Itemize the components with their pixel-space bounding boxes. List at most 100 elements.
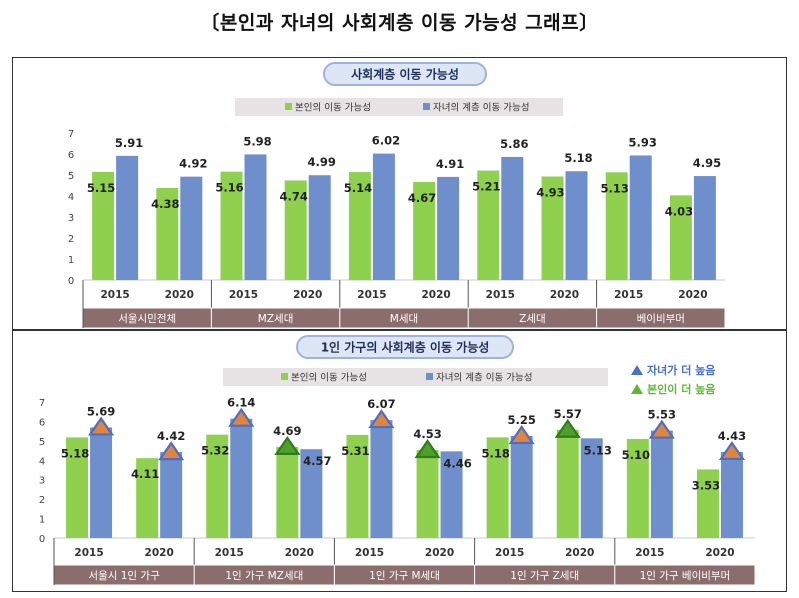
bar-self xyxy=(346,434,369,538)
year-label: 2015 xyxy=(495,547,524,559)
bar-self xyxy=(486,437,509,538)
data-label-child: 5.18 xyxy=(564,151,592,165)
bar-self xyxy=(626,438,649,538)
data-label-child: 5.13 xyxy=(584,443,612,457)
bar-self xyxy=(136,458,159,538)
bar-self xyxy=(66,437,89,538)
chart-title: 1인 가구의 사회계층 이동 가능성 xyxy=(321,340,490,355)
marker-self-higher xyxy=(274,435,301,455)
data-label-child: 4.99 xyxy=(308,155,336,169)
year-label: 2020 xyxy=(550,289,579,301)
category-label: Z세대 xyxy=(519,313,546,325)
bar-child xyxy=(720,451,743,538)
bar-self xyxy=(477,170,500,280)
bar-child xyxy=(580,438,603,538)
y-tick-label: 1 xyxy=(39,515,45,526)
bar-self xyxy=(416,449,439,538)
bar-self xyxy=(348,172,371,280)
data-label-child: 5.98 xyxy=(243,134,271,148)
data-label-child: 4.43 xyxy=(718,429,746,443)
bar-self xyxy=(696,469,719,538)
bar-child xyxy=(90,427,113,538)
data-label-child: 6.02 xyxy=(372,134,400,148)
marker-child-higher xyxy=(368,409,395,429)
data-label-self: 3.53 xyxy=(692,478,720,492)
y-tick-label: 4 xyxy=(68,192,74,203)
y-tick-label: 3 xyxy=(68,213,74,224)
data-label-self: 5.21 xyxy=(472,180,500,194)
category-label: 1인 가구 M세대 xyxy=(369,570,440,582)
bar-child xyxy=(116,155,139,280)
bar-self xyxy=(92,171,115,280)
y-tick-label: 7 xyxy=(39,398,45,409)
year-label: 2015 xyxy=(355,547,384,559)
year-label: 2015 xyxy=(215,547,244,559)
bar-child xyxy=(650,430,673,538)
year-label: 2015 xyxy=(74,547,103,559)
legend-label-1: 본인의 이동 가능성 xyxy=(295,103,371,114)
data-label-self: 5.10 xyxy=(622,448,650,462)
bar-child xyxy=(300,449,323,538)
legend-label-1: 본인의 이동 가능성 xyxy=(291,373,367,384)
year-label: 2015 xyxy=(229,289,258,301)
data-label-child: 5.86 xyxy=(500,137,528,151)
category-label: 서울시 1인 가구 xyxy=(88,570,160,582)
marker-legend-label-1: 자녀가 더 높음 xyxy=(647,363,715,377)
data-label-self: 4.69 xyxy=(273,424,301,438)
year-label: 2020 xyxy=(678,289,707,301)
bar-self xyxy=(541,176,564,280)
data-label-self: 5.13 xyxy=(601,181,629,195)
data-label-self: 4.74 xyxy=(280,189,308,203)
year-label: 2020 xyxy=(705,547,734,559)
category-label: 1인 가구 베이비부머 xyxy=(640,570,731,582)
marker-child-higher xyxy=(648,419,675,439)
year-label: 2020 xyxy=(165,289,194,301)
data-label-self: 5.32 xyxy=(201,444,229,458)
data-label-self: 4.11 xyxy=(131,467,159,481)
chart-title: 사회계층 이동 가능성 xyxy=(351,67,459,82)
bar-self xyxy=(156,188,179,280)
bar-child xyxy=(370,420,393,538)
category-label: 1인 가구 MZ세대 xyxy=(225,570,303,582)
data-label-child: 6.14 xyxy=(227,396,255,410)
data-label-self: 5.57 xyxy=(554,407,582,421)
legend-box xyxy=(223,368,608,386)
y-tick-label: 0 xyxy=(68,276,74,287)
marker-legend-icon-1 xyxy=(631,365,643,375)
y-tick-label: 2 xyxy=(68,234,74,245)
bar-self xyxy=(605,172,628,280)
data-label-child: 5.53 xyxy=(648,408,676,422)
data-label-self: 5.15 xyxy=(87,181,115,195)
legend-swatch-1 xyxy=(281,373,288,380)
year-label: 2020 xyxy=(565,547,594,559)
category-label: MZ세대 xyxy=(258,313,294,325)
bar-self xyxy=(413,181,436,280)
bar-child xyxy=(693,176,716,280)
year-label: 2015 xyxy=(635,547,664,559)
year-label: 2015 xyxy=(614,289,643,301)
marker-child-higher xyxy=(87,416,115,436)
bar-self xyxy=(220,171,243,280)
bar-child xyxy=(440,451,463,538)
chart-panel-2: 1인 가구의 사회계층 이동 가능성 본인의 이동 가능성 자녀의 계층 이동 가능… xyxy=(12,330,787,592)
category-band xyxy=(614,564,756,586)
bar-self xyxy=(206,434,229,538)
data-label-self: 5.18 xyxy=(481,446,509,460)
bar-child xyxy=(308,175,331,280)
bar-child xyxy=(629,155,652,280)
marker-child-higher xyxy=(158,441,185,461)
bar-self xyxy=(669,195,692,280)
marker-legend-icon-2 xyxy=(631,384,643,394)
chart-panel-1: 사회계층 이동 가능성 본인의 이동 가능성 자녀의 계층 이동 가능성 0 1 2 3 4 5… xyxy=(12,57,787,330)
year-label: 2020 xyxy=(293,289,322,301)
data-label-self: 4.67 xyxy=(408,191,436,205)
y-tick-label: 0 xyxy=(39,534,45,545)
data-label-child: 5.25 xyxy=(507,413,535,427)
legend-swatch-2 xyxy=(423,103,430,110)
marker-child-higher xyxy=(718,440,746,461)
category-label: M세대 xyxy=(390,313,418,325)
bar-child xyxy=(565,171,588,280)
data-label-child: 4.46 xyxy=(443,456,471,470)
chart-title-pill xyxy=(323,62,487,86)
y-tick-label: 3 xyxy=(39,476,45,487)
